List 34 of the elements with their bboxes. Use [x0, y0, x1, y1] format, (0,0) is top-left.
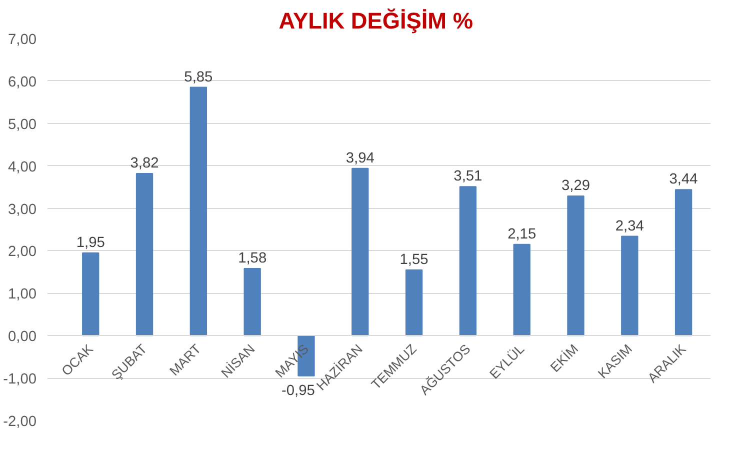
data-label: 3,82: [130, 155, 159, 172]
data-label: 2,15: [508, 226, 536, 242]
y-tick-label: 3,00: [8, 202, 37, 218]
data-label: 3,29: [561, 178, 590, 194]
bar: [674, 189, 692, 336]
data-label: 1,58: [238, 250, 267, 267]
bar: [136, 172, 154, 336]
bar: [459, 186, 477, 336]
data-label: 1,55: [400, 252, 428, 268]
bar: [567, 195, 584, 336]
y-tick-label: 7,00: [8, 32, 37, 48]
bar: [352, 168, 369, 336]
data-label: 3,44: [669, 172, 698, 188]
data-label: 5,85: [184, 69, 213, 86]
bar: [621, 236, 638, 336]
y-tick-label: 6,00: [8, 74, 37, 90]
data-label: 3,94: [346, 150, 374, 166]
bar: [405, 269, 423, 336]
data-label: 3,51: [454, 168, 482, 185]
y-tick-label: 4,00: [8, 159, 37, 176]
y-tick-label: 5,00: [8, 116, 37, 133]
bar: [513, 244, 530, 336]
y-tick-label: 2,00: [8, 244, 37, 260]
y-tick-label: 0,00: [8, 329, 37, 346]
y-tick-label: -2,00: [3, 414, 36, 430]
data-label: 2,34: [615, 218, 644, 234]
y-tick-label: 1,00: [8, 286, 37, 303]
bar: [190, 86, 208, 336]
chart-title: AYLIK DEĞİŞİM %: [278, 8, 474, 34]
data-label: -0,95: [282, 382, 315, 399]
bar: [82, 252, 100, 336]
y-tick-label: -1,00: [3, 372, 36, 388]
data-label: 1,95: [76, 234, 105, 251]
bar: [244, 268, 261, 336]
